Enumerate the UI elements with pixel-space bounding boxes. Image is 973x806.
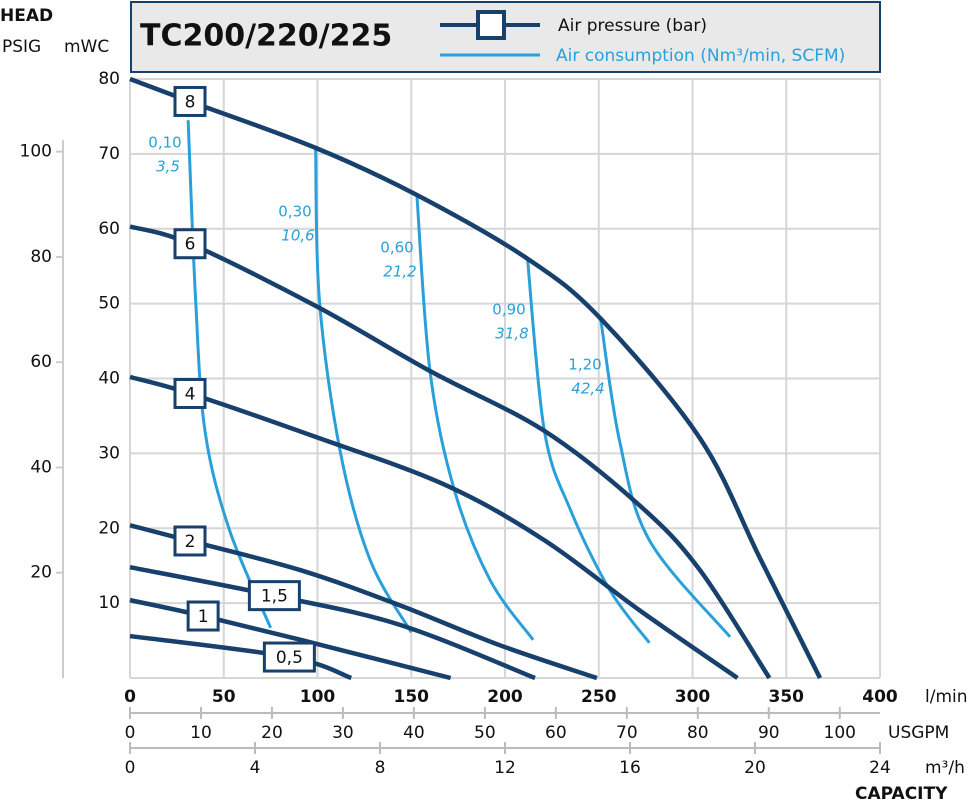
y2-tick-label: 80: [30, 247, 52, 267]
x-tick-label: 40: [403, 723, 425, 743]
consumption-scfm: 42,4: [571, 380, 604, 398]
consumption-curve: [186, 120, 273, 629]
consumption-label: 0,10: [148, 134, 181, 152]
y-tick-label: 40: [98, 369, 120, 389]
y2-tick-label: 40: [30, 457, 52, 477]
consumption-scfm: 31,8: [495, 325, 528, 343]
x-tick-label: 100: [824, 723, 856, 743]
x-tick-label: 0: [125, 723, 136, 743]
x-tick-label: 200: [487, 687, 523, 707]
y-tick-label: 80: [98, 69, 120, 89]
y-tick-label: 20: [98, 518, 120, 538]
x-tick-label: 0: [124, 687, 136, 707]
pressure-label: 1: [198, 607, 209, 627]
y-tick-label: 70: [98, 144, 120, 164]
pressure-label: 2: [185, 532, 196, 552]
x-tick-label: 20: [744, 758, 766, 778]
x-tick-label: 8: [375, 758, 386, 778]
x-tick-label: 250: [581, 687, 617, 707]
pressure-box: [173, 377, 207, 409]
pressure-label: 6: [185, 235, 196, 255]
consumption-label: 0,90: [492, 301, 525, 319]
x-tick-label: 30: [332, 723, 354, 743]
x-tick-label: 16: [619, 758, 641, 778]
x-tick-label: 70: [616, 723, 638, 743]
y2-tick-label: 100: [20, 142, 52, 162]
y-label: HEAD: [0, 6, 53, 26]
chart-title: TC200/220/225: [140, 19, 392, 54]
x-tick-label: 350: [769, 687, 805, 707]
x-tick-label: 10: [190, 723, 212, 743]
x-tick-label: 400: [862, 687, 898, 707]
pressure-box: [186, 600, 220, 632]
x-tick-label: 100: [300, 687, 336, 707]
pressure-box: [173, 525, 207, 557]
x-tick-label: 12: [494, 758, 516, 778]
x-tick-label: 300: [675, 687, 711, 707]
y-tick-label: 30: [98, 443, 120, 463]
x-tick-label: 150: [394, 687, 430, 707]
y-unit: mWC: [64, 37, 109, 57]
legend-label: Air pressure (bar): [558, 16, 707, 36]
pressure-box: [247, 580, 301, 612]
consumption-curve: [314, 147, 413, 634]
x-unit: l/min: [925, 687, 968, 707]
pressure-box: [173, 85, 207, 117]
y-tick-label: 60: [98, 219, 120, 239]
pressure-label: 1,5: [261, 587, 288, 607]
y2-label: PSIG: [2, 37, 41, 57]
x-tick-label: 50: [474, 723, 496, 743]
pressure-label: 4: [185, 384, 196, 404]
legend-marker: [476, 10, 506, 40]
consumption-scfm: 10,6: [281, 227, 314, 245]
y2-tick-label: 60: [30, 352, 52, 372]
x2-unit: USGPM: [888, 723, 949, 743]
x-tick-label: 80: [687, 723, 709, 743]
y2-tick-label: 20: [30, 563, 52, 583]
consumption-scfm: 21,2: [383, 263, 416, 281]
consumption-label: 0,30: [278, 203, 311, 221]
pressure-box: [173, 228, 207, 260]
y-tick-label: 50: [98, 294, 120, 314]
pressure-curve: [129, 76, 823, 680]
pressure-curve: [129, 564, 536, 681]
pressure-curve: [129, 224, 772, 680]
consumption-label: 1,20: [568, 356, 601, 374]
x-tick-label: 24: [869, 758, 891, 778]
x-tick-label: 0: [125, 758, 136, 778]
consumption-curve: [599, 318, 732, 638]
x-tick-label: 90: [758, 723, 780, 743]
pressure-curve: [129, 597, 452, 681]
pressure-box: [262, 641, 316, 673]
consumption-scfm: 3,5: [156, 158, 180, 176]
pressure-label: 0,5: [276, 648, 303, 668]
x-tick-label: 50: [212, 687, 236, 707]
consumption-curve: [526, 258, 651, 644]
x-label: CAPACITY: [855, 784, 948, 802]
x3-unit: m³/h: [925, 758, 965, 778]
consumption-label: 0,60: [380, 239, 413, 257]
x-tick-label: 4: [250, 758, 261, 778]
x-tick-label: 60: [545, 723, 567, 743]
consumption-curve: [415, 194, 535, 641]
pressure-label: 8: [185, 92, 196, 112]
legend-label: Air consumption (Nm³/min, SCFM): [556, 46, 845, 66]
x-tick-label: 20: [261, 723, 283, 743]
y-tick-label: 10: [98, 593, 120, 613]
